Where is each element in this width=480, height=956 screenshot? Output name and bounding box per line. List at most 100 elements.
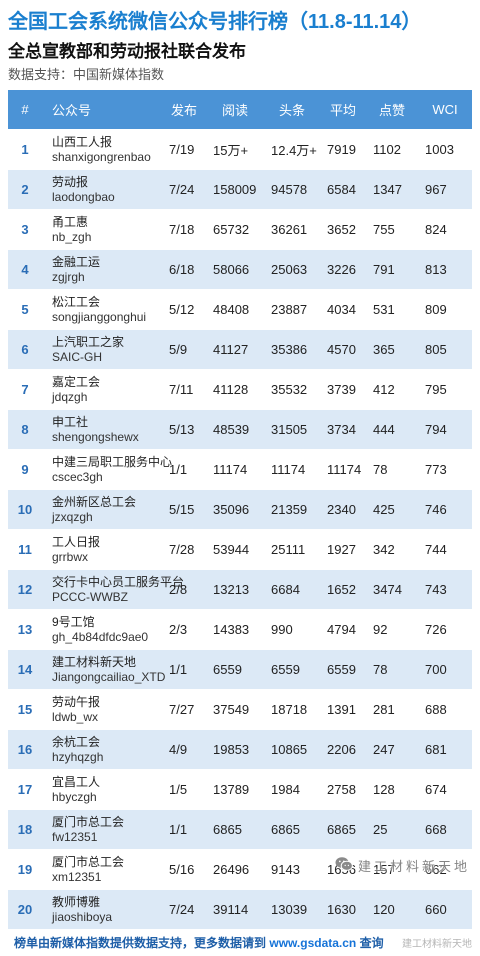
rank-number: 10 xyxy=(17,502,33,517)
wci-score: 795 xyxy=(425,382,447,397)
read-count: 26496 xyxy=(213,862,250,877)
average-read-count: 2206 xyxy=(327,742,356,757)
wechat-icon xyxy=(335,856,353,875)
headline-read-count: 35386 xyxy=(271,342,308,357)
wci-score: 681 xyxy=(425,742,447,757)
average-read-count: 7919 xyxy=(327,142,356,157)
page-title: 全国工会系统微信公众号排行榜（11.8-11.14） xyxy=(8,11,422,33)
like-count: 92 xyxy=(373,622,388,637)
like-count: 425 xyxy=(373,502,395,517)
read-count: 65732 xyxy=(213,222,250,237)
table-row: 1 山西工人报 shanxigongrenbao 7/19 15万+ 12.4万+… xyxy=(8,130,472,170)
ranking-table: # 公众号 发布 阅读 头条 平均 点赞 WCI 1 山西工人报 shanxigo… xyxy=(8,90,472,930)
rank-number: 3 xyxy=(21,222,29,237)
column-header-like: 点赞 xyxy=(378,103,405,118)
account-id: nb_zgh xyxy=(52,229,92,244)
rank-number: 14 xyxy=(17,662,33,677)
account-name: 劳动报 xyxy=(52,174,89,189)
average-read-count: 4794 xyxy=(327,622,356,637)
headline-read-count: 25063 xyxy=(271,262,308,277)
account-cell: 嘉定工会 jdqzgh xyxy=(42,375,162,405)
rank-number: 20 xyxy=(17,902,33,917)
column-header-average: 平均 xyxy=(329,103,356,118)
publish-count: 1/1 xyxy=(169,822,188,837)
wci-score: 744 xyxy=(425,542,447,557)
average-read-count: 2340 xyxy=(327,502,356,517)
average-read-count: 1630 xyxy=(327,902,356,917)
like-count: 3474 xyxy=(373,582,402,597)
account-name: 建工材料新天地 xyxy=(52,654,137,669)
wci-score: 726 xyxy=(425,622,447,637)
rank-number: 7 xyxy=(21,382,29,397)
like-count: 531 xyxy=(373,302,395,317)
headline-read-count: 10865 xyxy=(271,742,308,757)
account-cell: 申工社 shengongshewx xyxy=(42,415,162,445)
account-cell: 金融工运 zgjrgh xyxy=(42,255,162,285)
read-count: 39114 xyxy=(213,902,249,917)
rank-number: 8 xyxy=(21,422,29,437)
read-count: 35096 xyxy=(213,502,250,517)
read-count: 14383 xyxy=(213,622,250,637)
publish-count: 5/9 xyxy=(169,342,188,357)
table-row: 19 厦门市总工会 xm12351 5/16 26496 9143 1656 15… xyxy=(8,850,472,890)
account-name: 教师博雅 xyxy=(52,894,101,909)
account-cell: 上汽职工之家 SAIC-GH xyxy=(42,335,162,365)
headline-read-count: 12.4万+ xyxy=(271,143,317,158)
account-name: 金融工运 xyxy=(52,254,101,269)
read-count: 48408 xyxy=(213,302,250,317)
column-header-rank: # xyxy=(21,102,29,117)
table-row: 7 嘉定工会 jdqzgh 7/11 41128 35532 3739 412 7… xyxy=(8,370,472,410)
average-read-count: 4034 xyxy=(327,302,356,317)
headline-read-count: 35532 xyxy=(271,382,308,397)
like-count: 78 xyxy=(373,462,388,477)
wci-score: 805 xyxy=(425,342,447,357)
average-read-count: 11174 xyxy=(327,462,362,477)
table-row: 13 9号工馆 gh_4b84dfdc9ae0 2/3 14383 990 479… xyxy=(8,610,472,650)
table-row: 6 上汽职工之家 SAIC-GH 5/9 41127 35386 4570 365… xyxy=(8,330,472,370)
table-row: 10 金州新区总工会 jzxqzgh 5/15 35096 21359 2340 … xyxy=(8,490,472,530)
account-id: SAIC-GH xyxy=(52,349,103,364)
account-cell: 余杭工会 hzyhqzgh xyxy=(42,735,162,765)
account-cell: 山西工人报 shanxigongrenbao xyxy=(42,135,162,165)
publish-count: 4/9 xyxy=(169,742,188,757)
publish-count: 5/12 xyxy=(169,302,195,317)
account-name: 嘉定工会 xyxy=(52,374,101,389)
account-id: fw12351 xyxy=(52,829,98,844)
account-name: 松江工会 xyxy=(52,294,101,309)
rank-number: 2 xyxy=(21,182,29,197)
publish-count: 7/11 xyxy=(169,382,194,397)
average-read-count: 1391 xyxy=(327,702,356,717)
publish-count: 7/19 xyxy=(169,142,195,157)
read-count: 41127 xyxy=(213,342,249,357)
like-count: 342 xyxy=(373,542,395,557)
account-name: 交行卡中心员工服务平台 xyxy=(52,574,185,589)
table-row: 11 工人日报 grrbwx 7/28 53944 25111 1927 342 … xyxy=(8,530,472,570)
wci-score: 688 xyxy=(425,702,447,717)
account-cell: 甬工惠 nb_zgh xyxy=(42,215,162,245)
wci-score: 662 xyxy=(425,862,447,877)
average-read-count: 6584 xyxy=(327,182,356,197)
table-row: 15 劳动午报 ldwb_wx 7/27 37549 18718 1391 281… xyxy=(8,690,472,730)
read-count: 11174 xyxy=(213,462,248,477)
wci-score: 773 xyxy=(425,462,447,477)
read-count: 15万+ xyxy=(213,143,249,158)
account-cell: 劳动午报 ldwb_wx xyxy=(42,695,162,725)
headline-read-count: 31505 xyxy=(271,422,308,437)
like-count: 128 xyxy=(373,782,395,797)
column-header-publish: 发布 xyxy=(170,103,197,118)
headline-read-count: 6684 xyxy=(271,582,300,597)
headline-read-count: 9143 xyxy=(271,862,300,877)
read-count: 158009 xyxy=(213,182,257,197)
like-count: 281 xyxy=(373,702,395,717)
account-id: cscec3gh xyxy=(52,469,103,484)
account-id: jdqzgh xyxy=(52,389,88,404)
table-row: 17 宜昌工人 hbyczgh 1/5 13789 1984 2758 128 6… xyxy=(8,770,472,810)
footer-url: www.gsdata.cn xyxy=(269,936,357,950)
wci-score: 809 xyxy=(425,302,447,317)
publish-count: 7/28 xyxy=(169,542,195,557)
rank-number: 4 xyxy=(21,262,29,277)
account-id: gh_4b84dfdc9ae0 xyxy=(52,629,149,644)
column-header-wci: WCI xyxy=(432,102,458,117)
table-row: 3 甬工惠 nb_zgh 7/18 65732 36261 3652 755 82… xyxy=(8,210,472,250)
table-row: 12 交行卡中心员工服务平台 PCCC-WWBZ 2/8 13213 6684 1… xyxy=(8,570,472,610)
